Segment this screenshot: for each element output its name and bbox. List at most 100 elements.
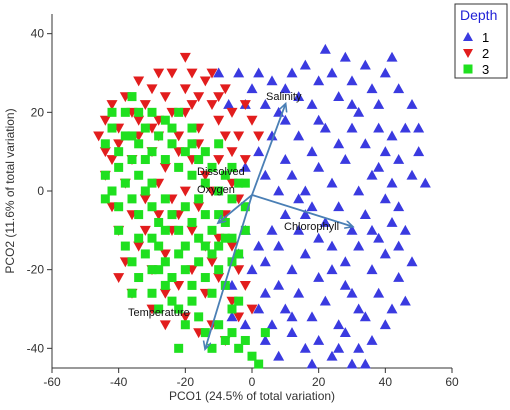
point-depth-1 [306,358,318,369]
point-depth-3 [120,131,130,141]
point-depth-1 [266,319,278,330]
point-depth-3 [134,139,144,149]
point-depth-2 [246,115,258,126]
point-depth-1 [293,130,305,141]
point-depth-3 [214,241,224,251]
point-depth-1 [299,185,311,196]
point-depth-1 [299,342,311,353]
x-tick-label: -20 [177,375,195,389]
point-depth-1 [213,67,225,78]
point-depth-3 [214,265,224,275]
point-depth-2 [153,210,165,221]
point-depth-3 [234,178,244,188]
point-depth-3 [187,139,197,149]
point-depth-1 [339,279,351,290]
point-depth-1 [393,154,405,164]
point-depth-1 [326,67,338,78]
point-depth-2 [199,76,211,87]
point-depth-3 [120,107,130,117]
point-depth-3 [107,107,117,117]
point-depth-1 [319,295,331,306]
point-depth-3 [194,312,204,322]
point-depth-1 [319,122,331,133]
vector-label: Chlorophyll [284,221,339,233]
point-depth-3 [214,186,224,196]
point-depth-1 [313,75,325,86]
point-depth-3 [160,155,170,165]
point-depth-2 [139,194,151,205]
point-depth-3 [234,249,244,259]
point-depth-3 [100,194,110,204]
point-depth-1 [259,256,271,267]
point-depth-3 [174,225,184,235]
point-depth-3 [247,351,257,361]
point-depth-3 [174,343,184,353]
point-depth-2 [239,155,251,166]
point-depth-2 [159,288,171,299]
point-depth-3 [127,155,137,165]
point-depth-1 [279,154,291,164]
point-depth-3 [207,288,217,298]
point-depth-3 [194,233,204,243]
point-depth-1 [386,216,398,227]
point-depth-1 [299,209,311,219]
point-depth-1 [279,83,291,94]
point-depth-1 [413,122,425,133]
point-depth-3 [167,123,177,133]
point-depth-3 [127,288,137,298]
point-depth-3 [114,202,124,212]
point-depth-3 [160,257,170,267]
point-depth-1 [399,122,411,133]
point-depth-1 [359,59,371,70]
point-depth-1 [279,303,291,314]
point-depth-2 [186,68,198,79]
point-depth-1 [406,256,418,267]
vector-arrow [219,194,253,223]
point-depth-2 [226,107,238,118]
point-depth-3 [207,249,217,259]
point-depth-3 [160,225,170,235]
point-depth-2 [206,100,218,110]
point-depth-2 [213,155,225,166]
point-depth-2 [106,100,118,110]
point-depth-1 [333,91,345,101]
point-depth-3 [127,194,137,204]
point-depth-2 [159,163,171,173]
point-depth-3 [167,273,177,283]
point-depth-1 [339,327,351,337]
point-depth-1 [373,161,385,172]
point-depth-2 [139,100,151,110]
point-depth-1 [286,327,298,337]
point-depth-1 [353,240,365,251]
point-depth-2 [253,131,265,142]
point-depth-3 [120,178,130,188]
point-depth-3 [180,202,190,212]
y-tick-label: -20 [27,263,45,277]
axes: -60 -40 -20 0 20 40 60 -40 -20 0 20 40 [27,14,459,389]
point-depth-2 [93,131,105,142]
point-depth-1 [339,256,351,267]
point-depth-1 [253,146,265,157]
point-depth-3 [154,265,164,275]
point-depth-1 [393,272,405,282]
point-depth-2 [233,131,245,142]
legend: Depth 123 [454,3,508,79]
point-depth-3 [180,320,190,330]
x-tick-label: -40 [110,375,128,389]
point-depth-3 [214,139,224,149]
legend-marker [463,32,473,41]
point-depth-1 [379,193,391,204]
point-depth-1 [313,161,325,172]
point-depth-1 [286,67,298,78]
point-depth-1 [313,334,325,345]
point-depth-3 [187,123,197,133]
point-depth-1 [373,232,385,243]
point-depth-1 [379,319,391,330]
legend-label: 3 [482,62,489,77]
y-tick-label: 20 [31,105,45,119]
point-depth-3 [174,107,184,117]
point-depth-1 [266,130,278,141]
point-depth-1 [379,248,391,259]
point-depth-3 [147,107,157,117]
